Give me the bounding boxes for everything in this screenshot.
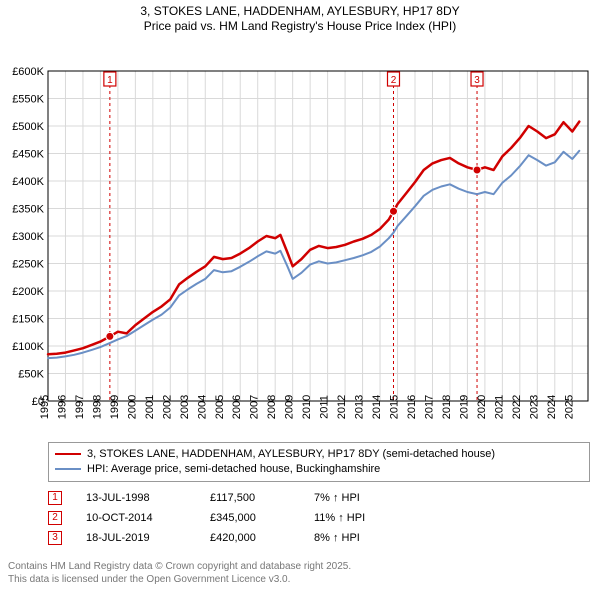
chart-area: 123£0£50K£100K£150K£200K£250K£300K£350K£… <box>0 36 600 438</box>
svg-text:2021: 2021 <box>493 395 505 419</box>
line-chart-svg: 123£0£50K£100K£150K£200K£250K£300K£350K£… <box>0 36 600 438</box>
svg-text:£400K: £400K <box>12 176 44 188</box>
sale-pct: 7% ↑ HPI <box>314 492 360 504</box>
legend-swatch <box>55 453 81 455</box>
svg-text:1995: 1995 <box>39 395 51 419</box>
footer-attribution: Contains HM Land Registry data © Crown c… <box>8 561 351 586</box>
footer-line2: This data is licensed under the Open Gov… <box>8 574 351 587</box>
sale-row: 2 10-OCT-2014 £345,000 11% ↑ HPI <box>48 508 590 528</box>
svg-text:£300K: £300K <box>12 231 44 243</box>
svg-text:2016: 2016 <box>406 395 418 419</box>
svg-text:£50K: £50K <box>18 369 44 381</box>
svg-text:£450K: £450K <box>12 149 44 161</box>
svg-text:3: 3 <box>474 75 480 86</box>
svg-text:2015: 2015 <box>389 395 401 419</box>
legend-label: HPI: Average price, semi-detached house,… <box>87 462 380 477</box>
svg-text:2000: 2000 <box>126 395 138 419</box>
svg-text:£600K: £600K <box>12 66 44 78</box>
sale-marker-icon: 1 <box>48 491 62 505</box>
svg-text:2006: 2006 <box>231 395 243 419</box>
sale-pct: 8% ↑ HPI <box>314 532 360 544</box>
svg-text:2004: 2004 <box>196 395 208 419</box>
legend-item: 3, STOKES LANE, HADDENHAM, AYLESBURY, HP… <box>55 447 583 462</box>
svg-text:1996: 1996 <box>56 395 68 419</box>
svg-text:1997: 1997 <box>74 395 86 419</box>
chart-title: 3, STOKES LANE, HADDENHAM, AYLESBURY, HP… <box>0 0 600 36</box>
svg-text:2005: 2005 <box>214 395 226 419</box>
legend-label: 3, STOKES LANE, HADDENHAM, AYLESBURY, HP… <box>87 447 495 462</box>
svg-text:1998: 1998 <box>91 395 103 419</box>
svg-text:2022: 2022 <box>511 395 523 419</box>
sale-marker-icon: 2 <box>48 511 62 525</box>
svg-text:2: 2 <box>391 75 397 86</box>
title-line2: Price paid vs. HM Land Registry's House … <box>0 19 600 34</box>
svg-text:2017: 2017 <box>423 395 435 419</box>
sale-price: £345,000 <box>210 512 290 524</box>
svg-text:2020: 2020 <box>476 395 488 419</box>
svg-text:2003: 2003 <box>179 395 191 419</box>
svg-text:£550K: £550K <box>12 94 44 106</box>
sale-price: £420,000 <box>210 532 290 544</box>
sale-date: 10-OCT-2014 <box>86 512 186 524</box>
sale-marker-icon: 3 <box>48 531 62 545</box>
svg-text:2023: 2023 <box>528 395 540 419</box>
sale-date: 13-JUL-1998 <box>86 492 186 504</box>
footer-line1: Contains HM Land Registry data © Crown c… <box>8 561 351 574</box>
svg-text:£350K: £350K <box>12 204 44 216</box>
svg-text:2001: 2001 <box>144 395 156 419</box>
svg-text:1999: 1999 <box>109 395 121 419</box>
svg-text:2009: 2009 <box>284 395 296 419</box>
svg-text:£500K: £500K <box>12 121 44 133</box>
sale-row: 1 13-JUL-1998 £117,500 7% ↑ HPI <box>48 488 590 508</box>
svg-text:£200K: £200K <box>12 286 44 298</box>
sale-pct: 11% ↑ HPI <box>314 512 365 524</box>
svg-text:2024: 2024 <box>546 395 558 419</box>
svg-text:1: 1 <box>107 75 113 86</box>
title-line1: 3, STOKES LANE, HADDENHAM, AYLESBURY, HP… <box>0 4 600 19</box>
svg-text:2018: 2018 <box>441 395 453 419</box>
legend: 3, STOKES LANE, HADDENHAM, AYLESBURY, HP… <box>48 442 590 482</box>
sales-table: 1 13-JUL-1998 £117,500 7% ↑ HPI 2 10-OCT-2014… <box>48 488 590 548</box>
svg-text:£250K: £250K <box>12 259 44 271</box>
sale-row: 3 18-JUL-2019 £420,000 8% ↑ HPI <box>48 528 590 548</box>
svg-text:2002: 2002 <box>161 395 173 419</box>
svg-text:£150K: £150K <box>12 314 44 326</box>
svg-text:2019: 2019 <box>458 395 470 419</box>
svg-text:2014: 2014 <box>371 395 383 419</box>
svg-text:2013: 2013 <box>354 395 366 419</box>
svg-text:2008: 2008 <box>266 395 278 419</box>
svg-text:2007: 2007 <box>249 395 261 419</box>
svg-text:2010: 2010 <box>301 395 313 419</box>
svg-text:2012: 2012 <box>336 395 348 419</box>
svg-text:2025: 2025 <box>563 395 575 419</box>
svg-text:2011: 2011 <box>319 395 331 419</box>
sale-date: 18-JUL-2019 <box>86 532 186 544</box>
sale-price: £117,500 <box>210 492 290 504</box>
legend-item: HPI: Average price, semi-detached house,… <box>55 462 583 477</box>
svg-text:£100K: £100K <box>12 341 44 353</box>
legend-swatch <box>55 468 81 470</box>
